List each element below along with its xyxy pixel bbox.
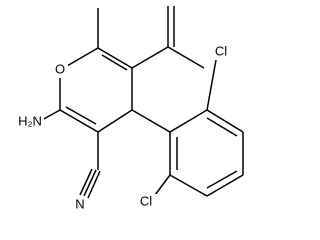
label-bg [14,114,44,130]
bond [206,174,244,197]
atom-label: O [55,61,65,76]
bond [101,54,128,71]
bond [206,59,217,111]
bond [169,174,208,197]
label-bg [210,44,232,60]
atom-label: N [75,196,84,211]
bond [206,109,244,133]
bond [167,46,205,69]
bond [206,117,238,137]
bond [131,109,171,133]
bond [154,174,171,196]
atom-label: H₂N [18,113,42,128]
bond [97,47,133,69]
bond [59,109,99,133]
bond [131,46,169,69]
bonds [41,6,244,199]
label-bg [52,62,68,78]
label-bg [135,194,157,210]
bond [65,106,97,125]
bond [79,168,93,196]
molecule: O H₂N N Cl Cl [14,6,244,212]
atom-label: Cl [140,193,152,208]
bond [87,170,101,199]
bond [41,109,61,121]
atom-label: Cl [215,43,227,58]
bond [169,109,208,133]
bond [206,170,238,189]
bond [83,169,97,197]
bond [97,109,133,133]
